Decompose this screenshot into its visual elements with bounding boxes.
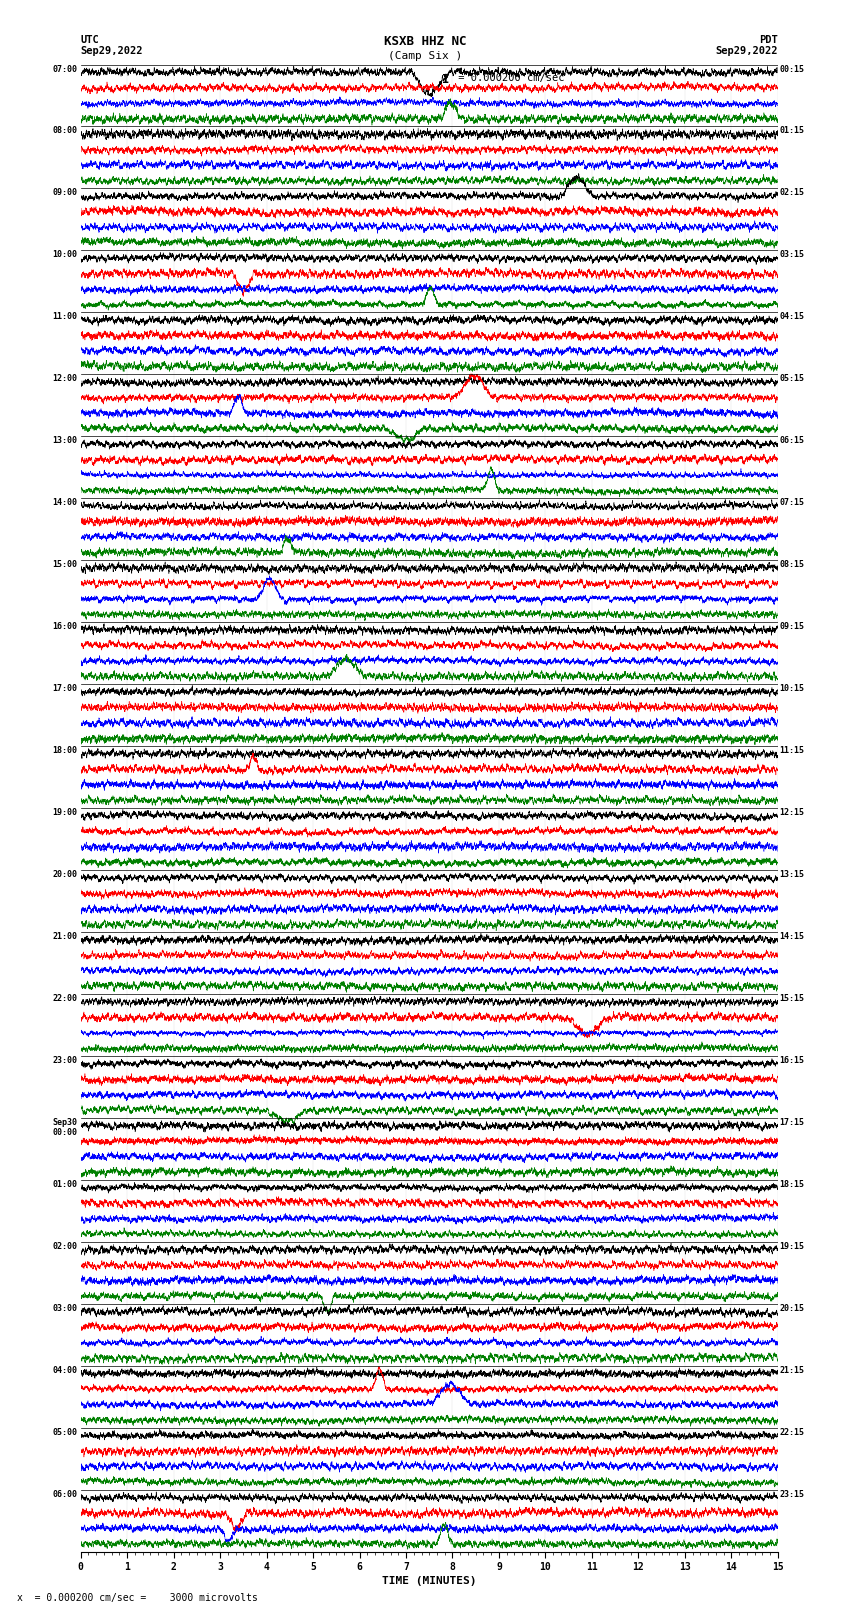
Text: 18:15: 18:15	[779, 1181, 804, 1189]
Text: 09:00: 09:00	[52, 189, 77, 197]
Text: 20:00: 20:00	[52, 869, 77, 879]
Text: 03:00: 03:00	[52, 1303, 77, 1313]
Text: 02:00: 02:00	[52, 1242, 77, 1250]
Text: 18:00: 18:00	[52, 747, 77, 755]
Text: 12:15: 12:15	[779, 808, 804, 818]
Text: 16:00: 16:00	[52, 623, 77, 631]
Text: 15:00: 15:00	[52, 560, 77, 569]
Text: 01:15: 01:15	[779, 126, 804, 135]
Text: 05:00: 05:00	[52, 1428, 77, 1437]
Text: 02:15: 02:15	[779, 189, 804, 197]
Text: 06:00: 06:00	[52, 1490, 77, 1498]
Text: I: I	[442, 73, 450, 85]
Text: 07:00: 07:00	[52, 65, 77, 74]
Text: Sep30
00:00: Sep30 00:00	[52, 1118, 77, 1137]
Text: 04:15: 04:15	[779, 313, 804, 321]
Text: 08:00: 08:00	[52, 126, 77, 135]
Text: x  = 0.000200 cm/sec =    3000 microvolts: x = 0.000200 cm/sec = 3000 microvolts	[17, 1594, 258, 1603]
Text: 20:15: 20:15	[779, 1303, 804, 1313]
Text: 17:00: 17:00	[52, 684, 77, 694]
Text: = 0.000200 cm/sec: = 0.000200 cm/sec	[452, 73, 564, 82]
Text: KSXB HHZ NC: KSXB HHZ NC	[383, 35, 467, 48]
X-axis label: TIME (MINUTES): TIME (MINUTES)	[382, 1576, 477, 1586]
Text: 21:15: 21:15	[779, 1366, 804, 1374]
Text: 00:15: 00:15	[779, 65, 804, 74]
Text: 15:15: 15:15	[779, 994, 804, 1003]
Text: 11:00: 11:00	[52, 313, 77, 321]
Text: 23:00: 23:00	[52, 1057, 77, 1065]
Text: Sep29,2022: Sep29,2022	[81, 47, 144, 56]
Text: 14:15: 14:15	[779, 932, 804, 940]
Text: 13:00: 13:00	[52, 436, 77, 445]
Text: UTC: UTC	[81, 35, 99, 45]
Text: 07:15: 07:15	[779, 498, 804, 506]
Text: Sep29,2022: Sep29,2022	[715, 47, 778, 56]
Text: 10:00: 10:00	[52, 250, 77, 260]
Text: 16:15: 16:15	[779, 1057, 804, 1065]
Text: PDT: PDT	[759, 35, 778, 45]
Text: 05:15: 05:15	[779, 374, 804, 384]
Text: 08:15: 08:15	[779, 560, 804, 569]
Text: 04:00: 04:00	[52, 1366, 77, 1374]
Text: (Camp Six ): (Camp Six )	[388, 52, 462, 61]
Text: 06:15: 06:15	[779, 436, 804, 445]
Text: 11:15: 11:15	[779, 747, 804, 755]
Text: 12:00: 12:00	[52, 374, 77, 384]
Text: 10:15: 10:15	[779, 684, 804, 694]
Text: 17:15: 17:15	[779, 1118, 804, 1127]
Text: 21:00: 21:00	[52, 932, 77, 940]
Text: 14:00: 14:00	[52, 498, 77, 506]
Text: 13:15: 13:15	[779, 869, 804, 879]
Text: 22:15: 22:15	[779, 1428, 804, 1437]
Text: 19:15: 19:15	[779, 1242, 804, 1250]
Text: 22:00: 22:00	[52, 994, 77, 1003]
Text: 01:00: 01:00	[52, 1181, 77, 1189]
Text: 23:15: 23:15	[779, 1490, 804, 1498]
Text: 19:00: 19:00	[52, 808, 77, 818]
Text: 03:15: 03:15	[779, 250, 804, 260]
Text: 09:15: 09:15	[779, 623, 804, 631]
